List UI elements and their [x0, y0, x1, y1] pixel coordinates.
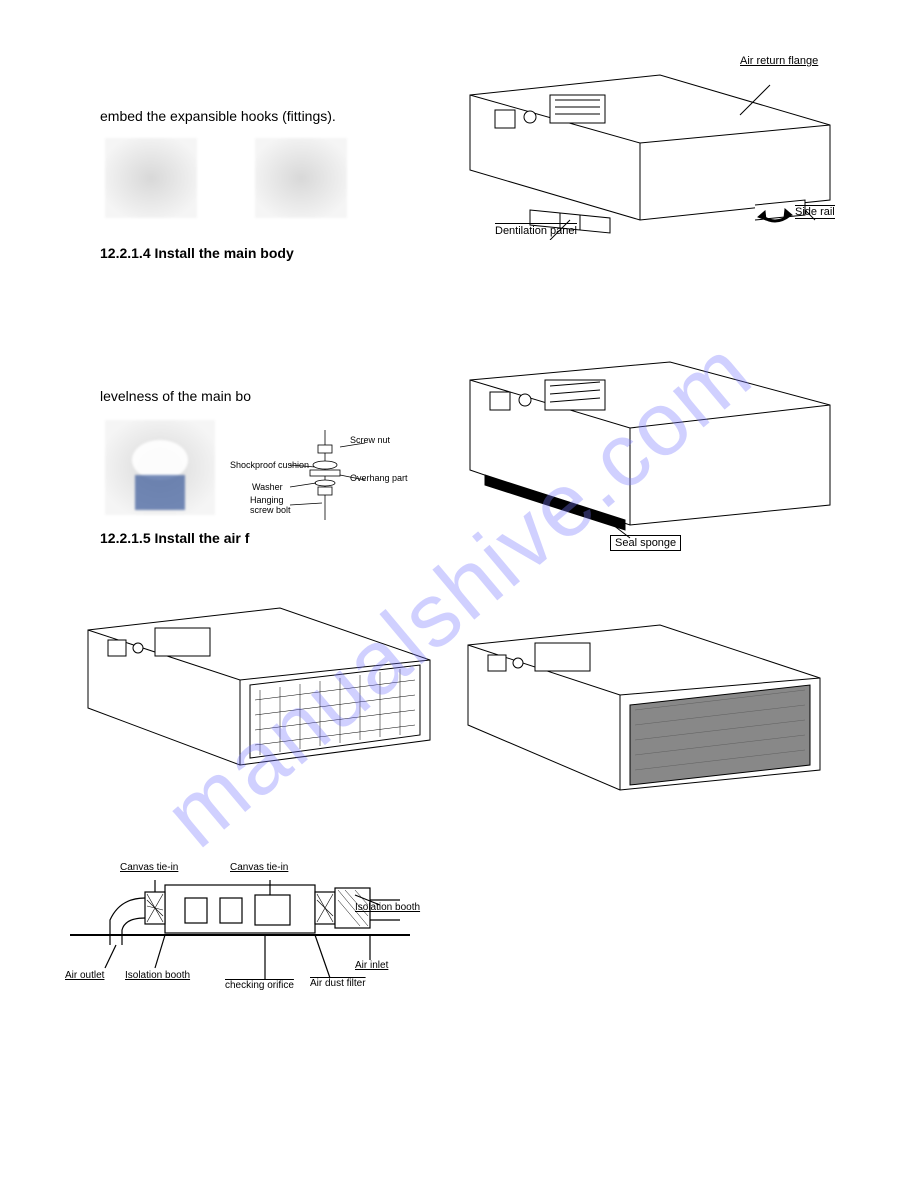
label-checking-orifice: checking orifice	[225, 980, 294, 991]
page-content: embed the expansible hooks (fittings). 1…	[0, 0, 918, 120]
label-dentilation-panel: Dentilation panel	[495, 223, 577, 237]
label-hanging: Hanging screw bolt	[250, 495, 291, 515]
label-screwnut: Screw nut	[350, 435, 390, 445]
text-embed-hooks: embed the expansible hooks (fittings).	[100, 108, 480, 124]
label-canvas-tie-in-2: Canvas tie-in	[230, 862, 288, 873]
text-levelness: levelness of the main bo	[100, 388, 480, 404]
label-isolation-booth-2: Isolation booth	[125, 970, 190, 981]
label-side-rail: Side rail	[795, 205, 835, 219]
label-air-return-flange: Air return flange	[740, 55, 818, 67]
diagram-bolt: Shockproof cushion Washer Hanging screw …	[230, 425, 410, 525]
heading-install-main-body: 12.2.1.4 Install the main body	[100, 245, 294, 261]
label-isolation-booth-1: Isolation booth	[355, 902, 420, 913]
heading-install-air: 12.2.1.5 Install the air f	[100, 530, 249, 546]
diagram-unit-seal: Seal sponge	[460, 350, 840, 550]
diagram-unit-filter-left	[80, 590, 440, 800]
label-seal-sponge: Seal sponge	[610, 535, 681, 551]
diagram-unit-filter-right	[460, 610, 830, 820]
photo-hooks-2	[255, 138, 347, 218]
photo-hooks-1	[105, 138, 197, 218]
label-air-dust-filter: Air dust filter	[310, 978, 366, 989]
label-overhang: Overhang part	[350, 473, 408, 483]
label-air-inlet: Air inlet	[355, 960, 388, 971]
photo-worker	[105, 420, 215, 515]
label-canvas-tie-in-1: Canvas tie-in	[120, 862, 178, 873]
label-washer: Washer	[252, 482, 283, 492]
diagram-unit-top: Air return flange Dentilation panel Side…	[460, 55, 840, 240]
label-air-outlet: Air outlet	[65, 970, 104, 981]
diagram-duct-section: Canvas tie-in Canvas tie-in Isolation bo…	[70, 850, 410, 1010]
label-shockproof: Shockproof cushion	[230, 460, 309, 470]
